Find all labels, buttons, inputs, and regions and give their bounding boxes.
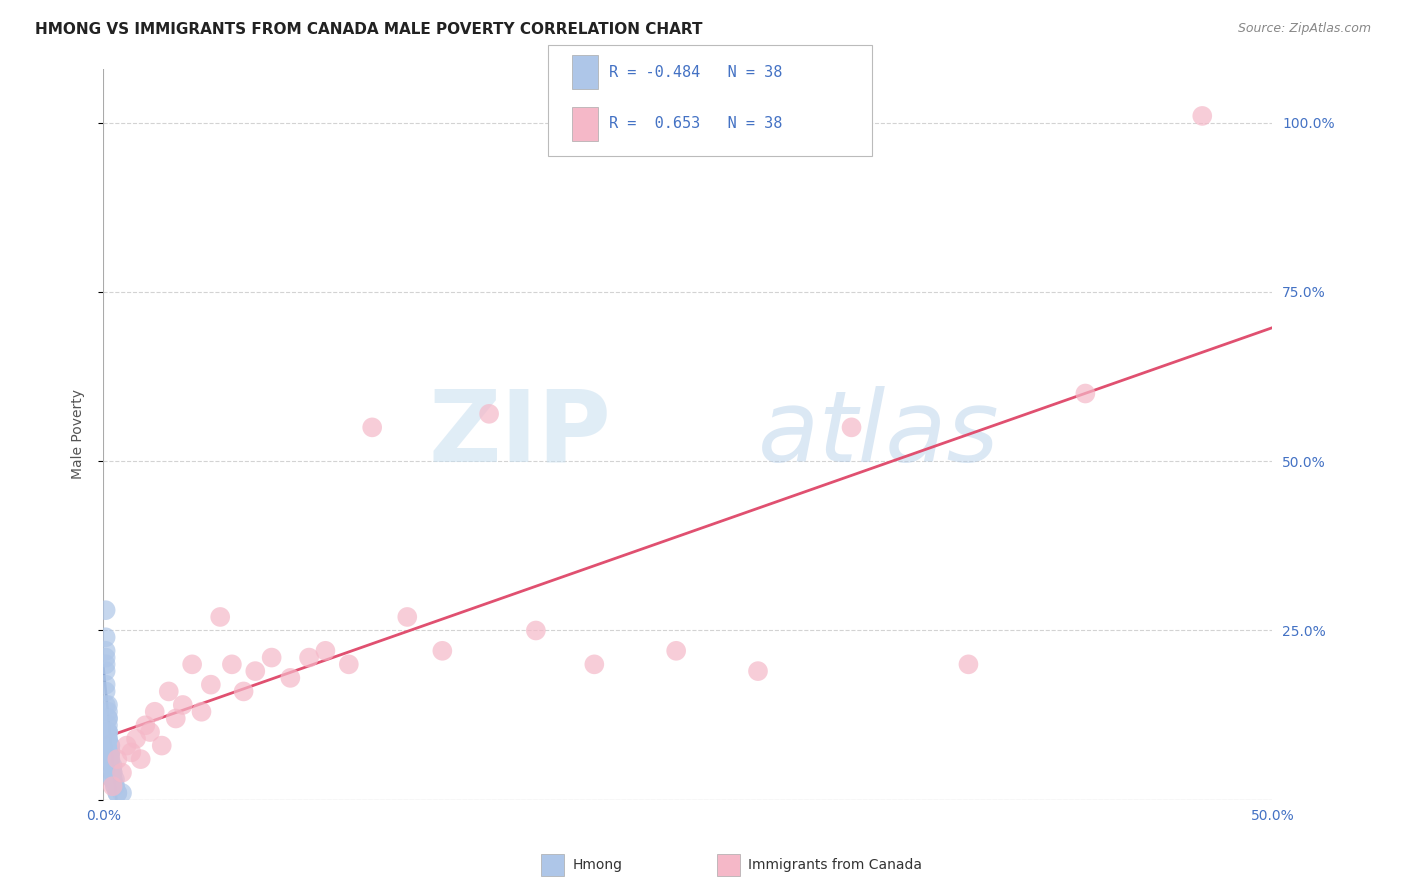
Point	[165, 712, 187, 726]
Point	[665, 644, 688, 658]
Point	[97, 725, 120, 739]
Point	[97, 712, 120, 726]
Point	[200, 678, 222, 692]
Text: R =  0.653   N = 38: R = 0.653 N = 38	[609, 117, 782, 131]
Point	[94, 698, 117, 712]
Point	[101, 779, 124, 793]
Point	[957, 657, 980, 672]
Point	[1191, 109, 1213, 123]
Point	[1074, 386, 1097, 401]
Point	[97, 705, 120, 719]
Point	[221, 657, 243, 672]
Point	[94, 603, 117, 617]
Point	[190, 705, 212, 719]
Point	[101, 772, 124, 787]
Point	[98, 752, 121, 766]
Text: ZIP: ZIP	[429, 385, 612, 483]
Point	[747, 664, 769, 678]
Point	[120, 745, 142, 759]
Point	[337, 657, 360, 672]
Point	[101, 765, 124, 780]
Point	[172, 698, 194, 712]
Point	[143, 705, 166, 719]
Point	[583, 657, 606, 672]
Point	[129, 752, 152, 766]
Point	[104, 779, 127, 793]
Text: Source: ZipAtlas.com: Source: ZipAtlas.com	[1237, 22, 1371, 36]
Point	[94, 650, 117, 665]
Point	[245, 664, 267, 678]
Point	[97, 725, 120, 739]
Point	[94, 678, 117, 692]
Point	[209, 610, 232, 624]
Point	[841, 420, 863, 434]
Point	[105, 752, 128, 766]
Point	[97, 718, 120, 732]
Point	[105, 786, 128, 800]
Point	[125, 731, 148, 746]
Point	[134, 718, 156, 732]
Point	[98, 752, 121, 766]
Y-axis label: Male Poverty: Male Poverty	[72, 389, 86, 479]
Point	[524, 624, 547, 638]
Point	[104, 772, 127, 787]
Point	[97, 731, 120, 746]
Point	[139, 725, 162, 739]
Point	[280, 671, 302, 685]
Point	[314, 644, 336, 658]
Point	[98, 759, 121, 773]
Point	[98, 745, 121, 759]
Point	[298, 650, 321, 665]
Point	[101, 759, 124, 773]
Point	[260, 650, 283, 665]
Point	[94, 644, 117, 658]
Text: atlas: atlas	[758, 385, 1000, 483]
Text: R = -0.484   N = 38: R = -0.484 N = 38	[609, 65, 782, 79]
Point	[97, 712, 120, 726]
Point	[101, 765, 124, 780]
Point	[150, 739, 173, 753]
Point	[478, 407, 501, 421]
Point	[101, 772, 124, 787]
Point	[111, 786, 134, 800]
Point	[97, 731, 120, 746]
Point	[94, 657, 117, 672]
Point	[232, 684, 254, 698]
Point	[98, 745, 121, 759]
Point	[94, 664, 117, 678]
Point	[98, 739, 121, 753]
Point	[111, 765, 134, 780]
Point	[97, 698, 120, 712]
Point	[361, 420, 384, 434]
Point	[396, 610, 419, 624]
Text: HMONG VS IMMIGRANTS FROM CANADA MALE POVERTY CORRELATION CHART: HMONG VS IMMIGRANTS FROM CANADA MALE POV…	[35, 22, 703, 37]
Point	[104, 779, 127, 793]
Point	[432, 644, 454, 658]
Point	[94, 684, 117, 698]
Text: Immigrants from Canada: Immigrants from Canada	[748, 858, 922, 871]
Point	[98, 745, 121, 759]
Point	[115, 739, 138, 753]
Point	[94, 630, 117, 644]
Point	[97, 725, 120, 739]
Point	[181, 657, 204, 672]
Point	[157, 684, 180, 698]
Point	[98, 739, 121, 753]
Point	[105, 786, 128, 800]
Text: Hmong: Hmong	[572, 858, 623, 871]
